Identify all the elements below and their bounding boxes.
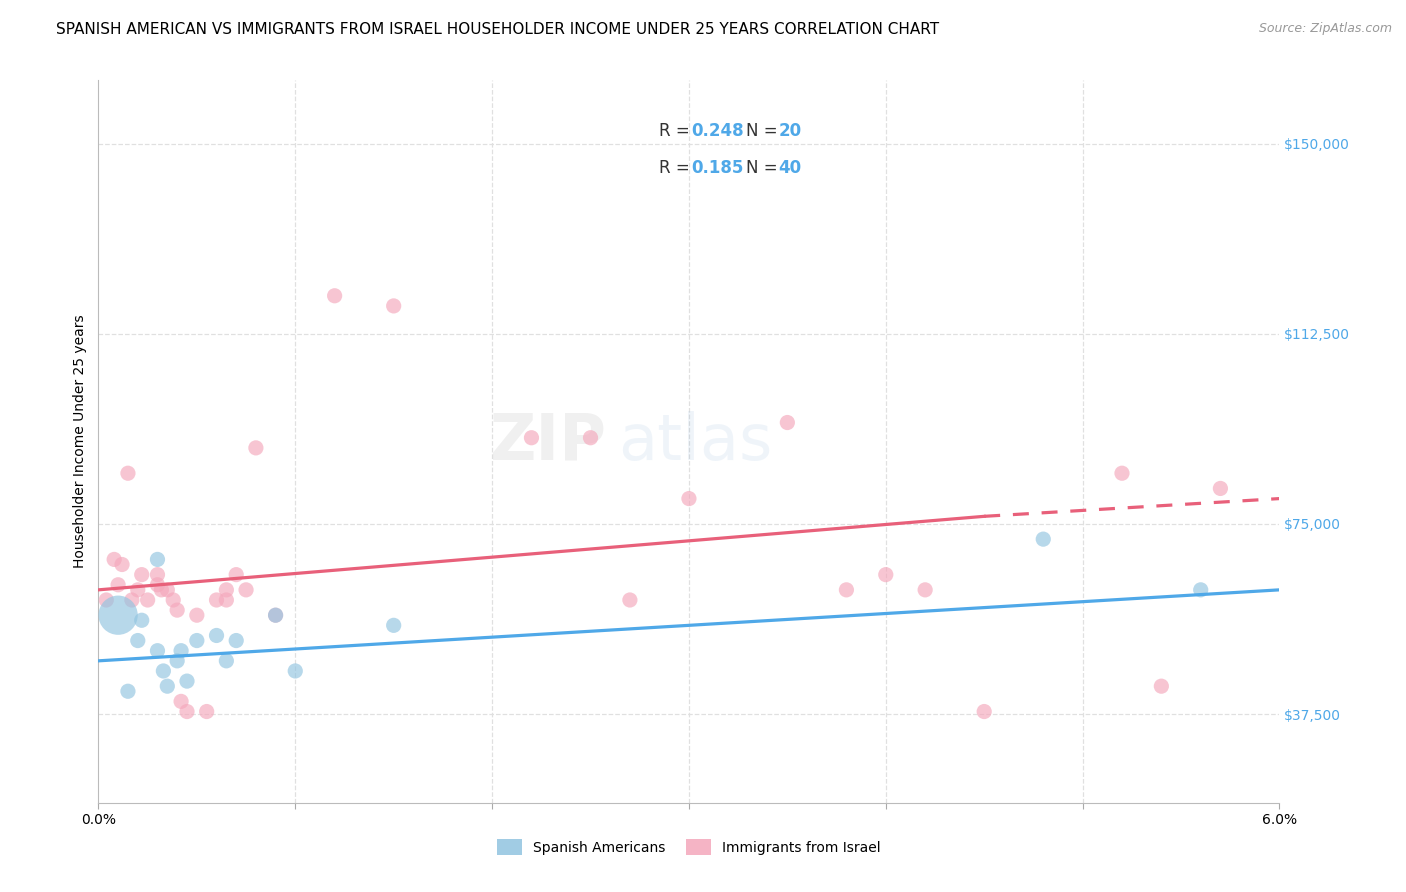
Point [579, 431, 602, 445]
Point [127, 582, 149, 597]
Point [382, 299, 405, 313]
Point [284, 664, 307, 678]
Point [875, 567, 897, 582]
Point [131, 613, 153, 627]
Point [215, 654, 238, 668]
Point [146, 643, 169, 657]
Y-axis label: Householder Income Under 25 years: Householder Income Under 25 years [73, 315, 87, 568]
Point [166, 603, 188, 617]
Point [264, 608, 287, 623]
Point [264, 608, 287, 623]
Point [111, 558, 134, 572]
Point [205, 628, 228, 642]
Point [1111, 467, 1133, 481]
Point [205, 593, 228, 607]
Point [195, 705, 218, 719]
Point [215, 593, 238, 607]
Point [245, 441, 267, 455]
Point [152, 664, 174, 678]
Text: Source: ZipAtlas.com: Source: ZipAtlas.com [1258, 22, 1392, 36]
Point [176, 705, 198, 719]
Text: 0.248: 0.248 [690, 122, 744, 140]
Point [107, 578, 129, 592]
Text: ZIP: ZIP [489, 410, 606, 473]
Point [225, 567, 247, 582]
Point [166, 654, 188, 668]
Point [1032, 532, 1054, 546]
Text: SPANISH AMERICAN VS IMMIGRANTS FROM ISRAEL HOUSEHOLDER INCOME UNDER 25 YEARS COR: SPANISH AMERICAN VS IMMIGRANTS FROM ISRA… [56, 22, 939, 37]
Point [146, 552, 169, 566]
Point [150, 582, 173, 597]
Point [156, 582, 179, 597]
Point [127, 633, 149, 648]
Point [235, 582, 257, 597]
Point [1150, 679, 1173, 693]
Text: atlas: atlas [619, 410, 772, 473]
Text: 20: 20 [778, 122, 801, 140]
Point [170, 694, 193, 708]
Point [323, 289, 346, 303]
Point [103, 552, 125, 566]
Point [186, 633, 208, 648]
Point [225, 633, 247, 648]
Point [678, 491, 700, 506]
Point [973, 705, 995, 719]
Text: N =: N = [745, 159, 783, 177]
Point [96, 593, 118, 607]
Point [131, 567, 153, 582]
Point [146, 578, 169, 592]
Point [382, 618, 405, 632]
Text: N =: N = [745, 122, 783, 140]
Text: R =: R = [658, 122, 695, 140]
Point [186, 608, 208, 623]
Text: 40: 40 [778, 159, 801, 177]
Point [107, 608, 129, 623]
Point [914, 582, 936, 597]
Point [835, 582, 858, 597]
Point [162, 593, 184, 607]
Point [121, 593, 143, 607]
Point [619, 593, 641, 607]
Point [215, 582, 238, 597]
Point [117, 684, 139, 698]
Point [146, 567, 169, 582]
Point [170, 643, 193, 657]
Point [136, 593, 159, 607]
Point [117, 467, 139, 481]
Point [176, 674, 198, 689]
Point [776, 416, 799, 430]
Point [1189, 582, 1212, 597]
Text: 0.185: 0.185 [690, 159, 744, 177]
Point [1209, 482, 1232, 496]
Legend: Spanish Americans, Immigrants from Israel: Spanish Americans, Immigrants from Israe… [491, 834, 887, 861]
Point [520, 431, 543, 445]
Point [156, 679, 179, 693]
Text: R =: R = [658, 159, 695, 177]
